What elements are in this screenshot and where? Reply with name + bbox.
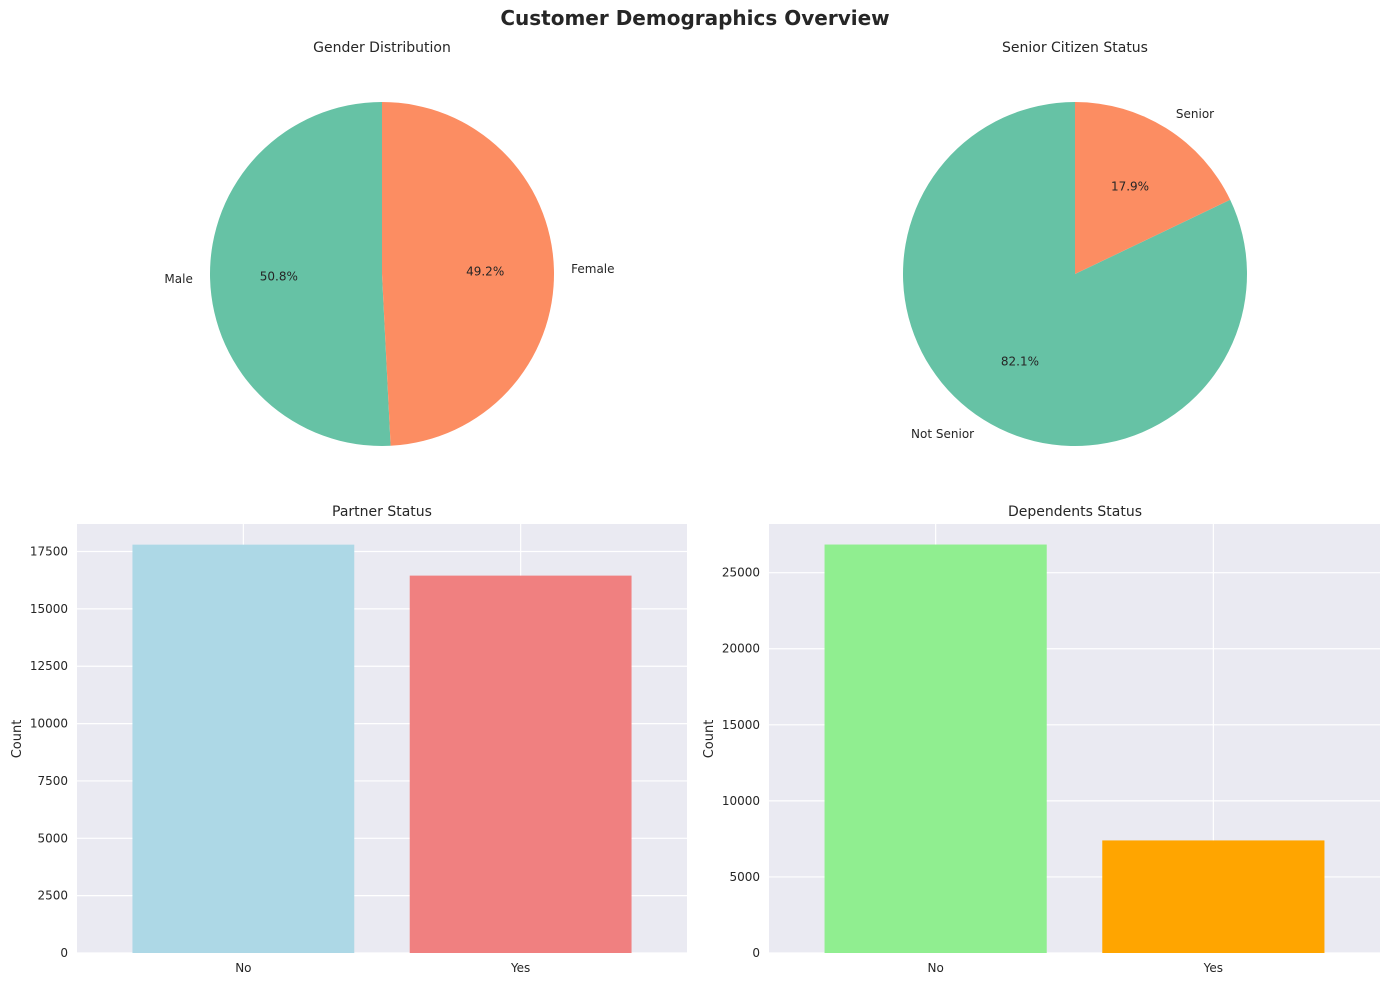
y-tick-label: 17500 [30,545,68,559]
y-axis-label: Count [10,720,25,759]
percent-label: 17.9% [1111,180,1149,194]
chart-title: Senior Citizen Status [1002,40,1148,56]
chart-title: Dependents Status [1008,504,1142,520]
percent-label: 82.1% [1001,354,1039,368]
pie-slice-female [382,102,554,446]
slice-label: Senior [1176,107,1214,121]
y-tick-label: 15000 [30,602,68,616]
y-tick-label: 10000 [30,717,68,731]
y-tick-label: 7500 [37,774,68,788]
y-tick-label: 5000 [729,870,760,884]
gender-pie-chart: Gender Distribution Male 50.8% Female 49.2% [164,40,615,447]
slice-label: Female [571,262,614,276]
y-tick-label: 10000 [722,794,760,808]
y-tick-label: 12500 [30,659,68,673]
y-tick-label: 15000 [722,718,760,732]
y-tick-label: 0 [752,946,760,960]
y-tick-label: 20000 [722,642,760,656]
pie-slice-senior [1075,102,1231,274]
partner-bar-chart: Partner Status Count 0 2500 5000 7500 10000 1… [10,504,687,975]
bar-no [824,544,1047,953]
senior-pie-chart: Senior Citizen Status Not Senior 82.1% Sen… [902,40,1247,447]
chart-title: Gender Distribution [313,40,451,56]
slice-label: Not Senior [911,427,974,441]
dependents-bar-chart: Dependents Status Count 0 5000 10000 15000 2… [702,504,1380,975]
pie-slice-male [209,102,391,447]
y-tick-label: 2500 [37,889,68,903]
x-tick-label: No [235,961,251,975]
slice-label: Male [164,272,192,286]
x-tick-label: No [927,961,943,975]
y-tick-label: 25000 [722,566,760,580]
bar-no [132,544,355,953]
y-tick-label: 5000 [37,831,68,845]
percent-label: 49.2% [466,264,504,278]
x-tick-label: Yes [510,961,530,975]
bar-yes [409,575,632,953]
bar-yes [1102,840,1325,953]
x-tick-label: Yes [1203,961,1223,975]
y-tick-label: 0 [60,946,68,960]
figure-title: Customer Demographics Overview [500,6,889,30]
chart-title: Partner Status [332,504,432,520]
y-axis-label: Count [702,720,717,759]
percent-label: 50.8% [260,270,298,284]
